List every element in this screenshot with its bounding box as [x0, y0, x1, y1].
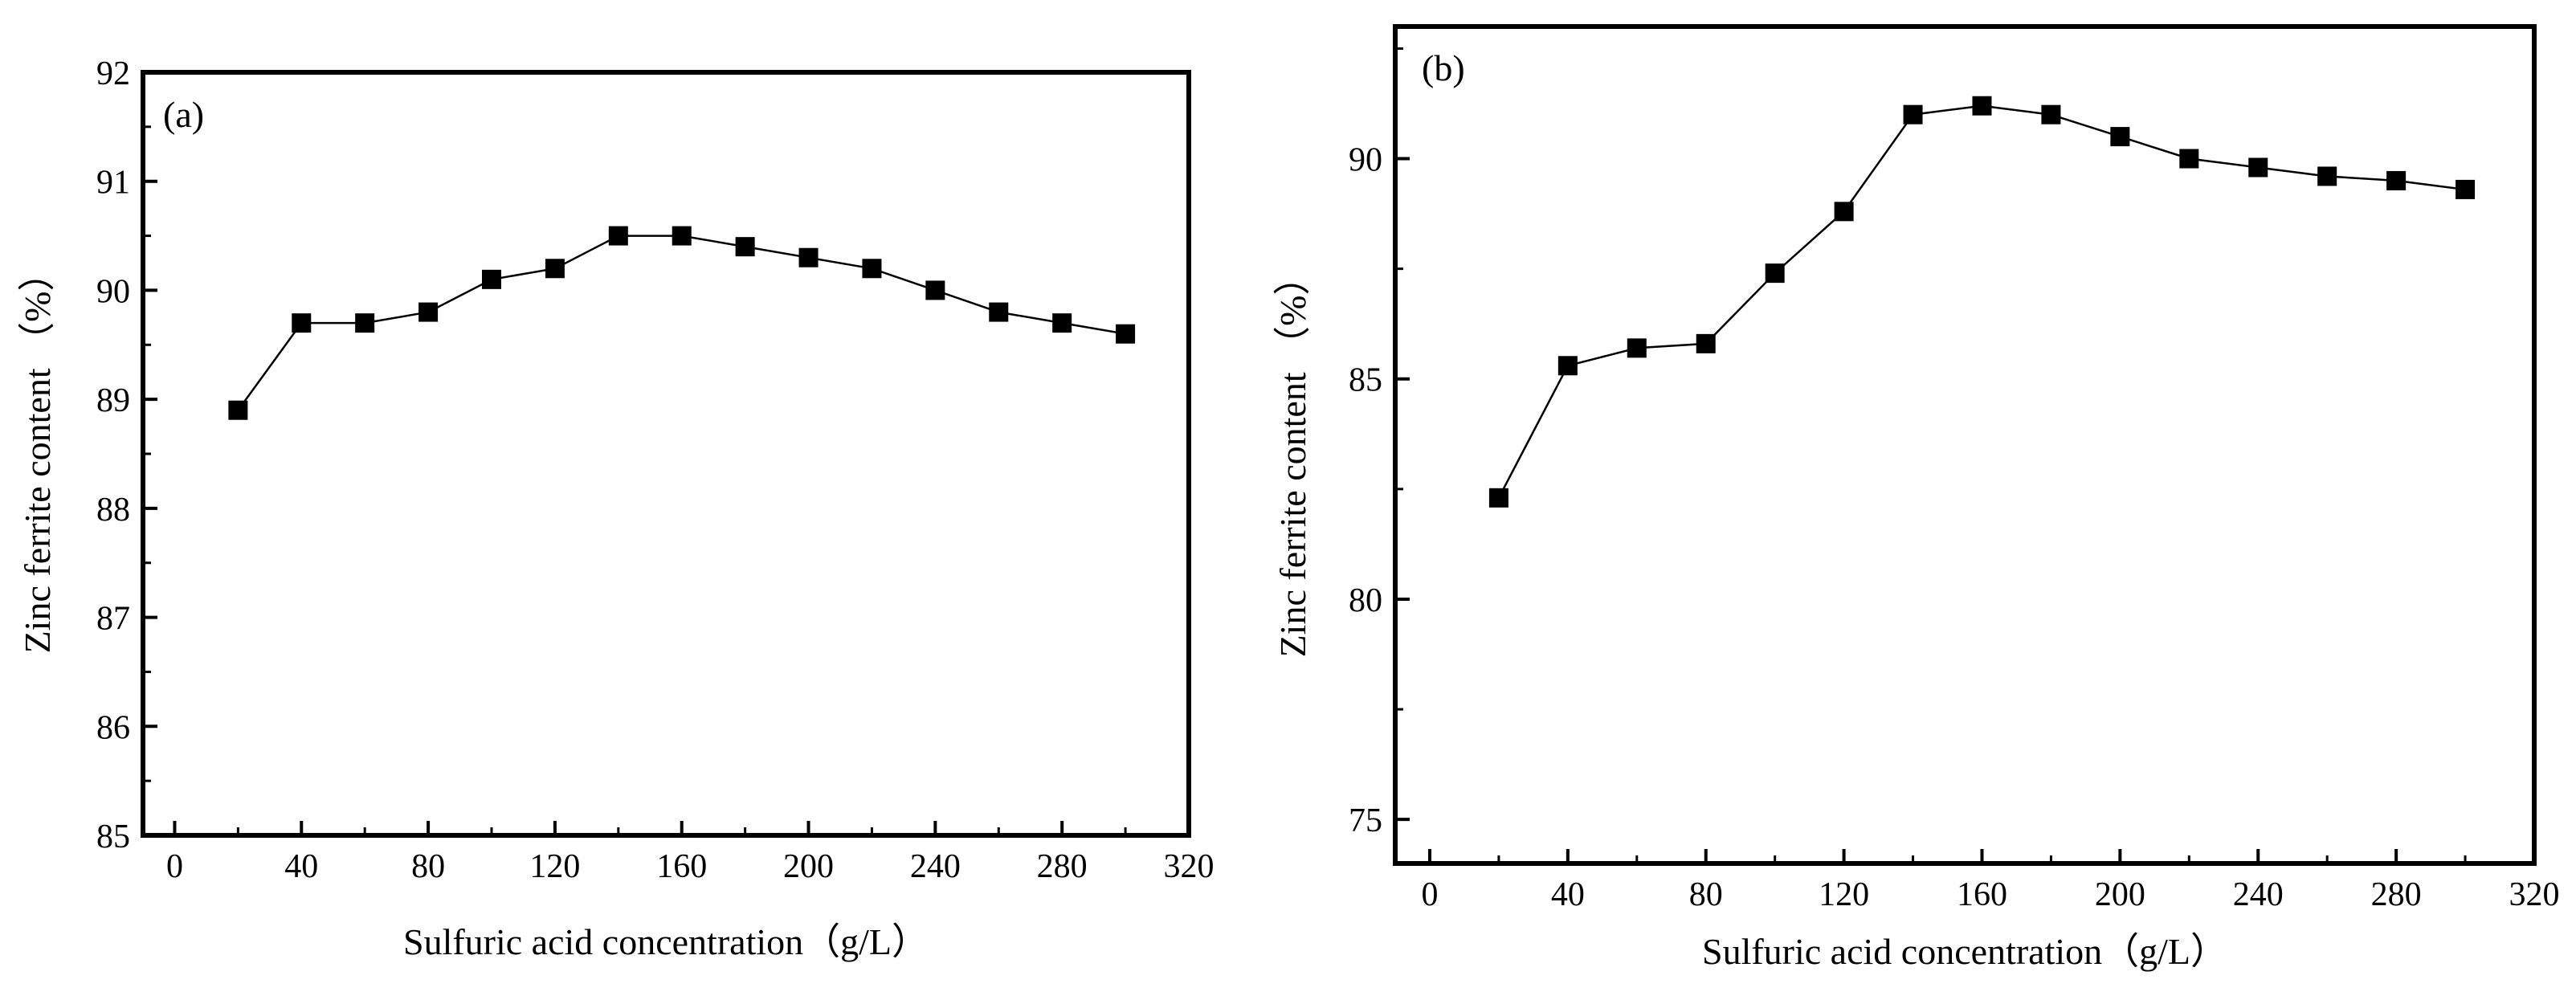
panel-b-x-tick-label: 160: [1957, 876, 2007, 913]
panel-b-data-point: [2317, 166, 2337, 186]
panel-a-y-tick-label: 92: [96, 55, 130, 92]
panel-b-data-point: [1696, 333, 1716, 353]
panel-a-x-tick-label: 80: [411, 848, 445, 885]
panel-a-data-point: [608, 226, 628, 246]
panel-a-data-point: [1116, 324, 1136, 344]
panel-b-y-tick-label: 85: [1349, 362, 1382, 399]
panel-b-data-point: [1765, 263, 1785, 284]
panel-a-x-tick-label: 240: [910, 848, 961, 885]
panel-b-data-point: [2179, 149, 2199, 169]
panel-a-data-point: [925, 280, 945, 300]
panel-b-x-tick-label: 0: [1421, 876, 1438, 913]
panel-a-data-point: [482, 269, 501, 289]
panel-a-data-point: [355, 313, 375, 333]
panel-a-y-tick-label: 91: [96, 165, 130, 202]
panel-a-x-tick-label: 0: [166, 848, 183, 885]
panel-a-data-point: [989, 302, 1009, 322]
panel-a-y-axis-label: Zinc ferrite content （%）: [17, 255, 58, 654]
panel-a-x-tick-label: 40: [284, 848, 318, 885]
panel-b-data-point: [2386, 170, 2407, 190]
panel-b-y-tick-label: 90: [1349, 142, 1382, 179]
panel-b-x-axis-label: Sulfuric acid concentration（g/L）: [1702, 931, 2227, 972]
panel-b-x-tick-label: 80: [1689, 876, 1723, 913]
panel-b-data-point: [2041, 104, 2061, 124]
panel-a-y-tick-label: 90: [96, 273, 130, 310]
panel-b-series-line: [1497, 104, 2466, 499]
panel-b-data-point: [1488, 488, 1508, 508]
panel-a-data-point: [418, 302, 439, 322]
panel-b-data-point: [2110, 127, 2130, 147]
panel-b-x-tick-label: 320: [2509, 876, 2560, 913]
panel-a-x-tick-label: 160: [656, 848, 707, 885]
panel-b-y-axis-label: Zinc ferrite content （%）: [1272, 259, 1313, 658]
panel-a-data-point: [672, 226, 692, 246]
panel-a-y-tick-label: 88: [96, 492, 130, 529]
panel-a-chart: (a) Sulfuric acid concentration（g/L） Zin…: [17, 55, 1215, 962]
panel-b-label: (b): [1422, 47, 1465, 88]
panel-b-x-tick-label: 240: [2233, 876, 2284, 913]
panel-b-x-tick-label: 200: [2095, 876, 2145, 913]
panel-b-y-tick-label: 80: [1349, 582, 1382, 619]
panel-a-data-point: [862, 259, 882, 279]
panel-a-x-tick-label: 200: [783, 848, 834, 885]
panel-b-data-point: [1834, 202, 1854, 222]
panel-b-data-point: [1972, 96, 1992, 116]
panel-a-data-point: [1052, 313, 1072, 333]
panel-b-data-point: [1627, 338, 1647, 358]
panel-b-plot-frame: [1393, 24, 2537, 866]
panel-a-x-tick-label: 280: [1037, 848, 1088, 885]
panel-a-label: (a): [163, 94, 204, 135]
panel-a-data-point: [228, 400, 248, 420]
panel-a-x-tick-label: 120: [529, 848, 580, 885]
panel-b-x-tick-label: 120: [1819, 876, 1869, 913]
panel-a-y-tick-label: 85: [96, 818, 130, 855]
panel-b-y-tick-label: 75: [1349, 802, 1382, 839]
panel-a-y-tick-label: 86: [96, 709, 130, 746]
panel-b-x-tick-label: 280: [2371, 876, 2422, 913]
panel-a-plot-frame: [141, 70, 1191, 838]
panel-a-x-axis-label: Sulfuric acid concentration（g/L）: [403, 921, 929, 962]
panel-b-data-point: [2248, 157, 2268, 178]
panel-b-chart: (b) Sulfuric acid concentration（g/L） Zin…: [1272, 24, 2560, 972]
panel-a-x-tick-label: 320: [1164, 848, 1215, 885]
panel-b-x-tick-label: 40: [1551, 876, 1585, 913]
panel-b-data-point: [1903, 104, 1923, 124]
panel-a-y-tick-label: 87: [96, 601, 130, 638]
panel-b-data-point: [1557, 356, 1578, 376]
panel-a-data-point: [545, 259, 565, 279]
panel-a-data-point: [735, 237, 755, 257]
panel-a-data-point: [798, 247, 819, 267]
panel-a-y-tick-label: 89: [96, 382, 130, 419]
panel-b-data-point: [2456, 179, 2476, 199]
panel-a-data-point: [292, 313, 312, 333]
